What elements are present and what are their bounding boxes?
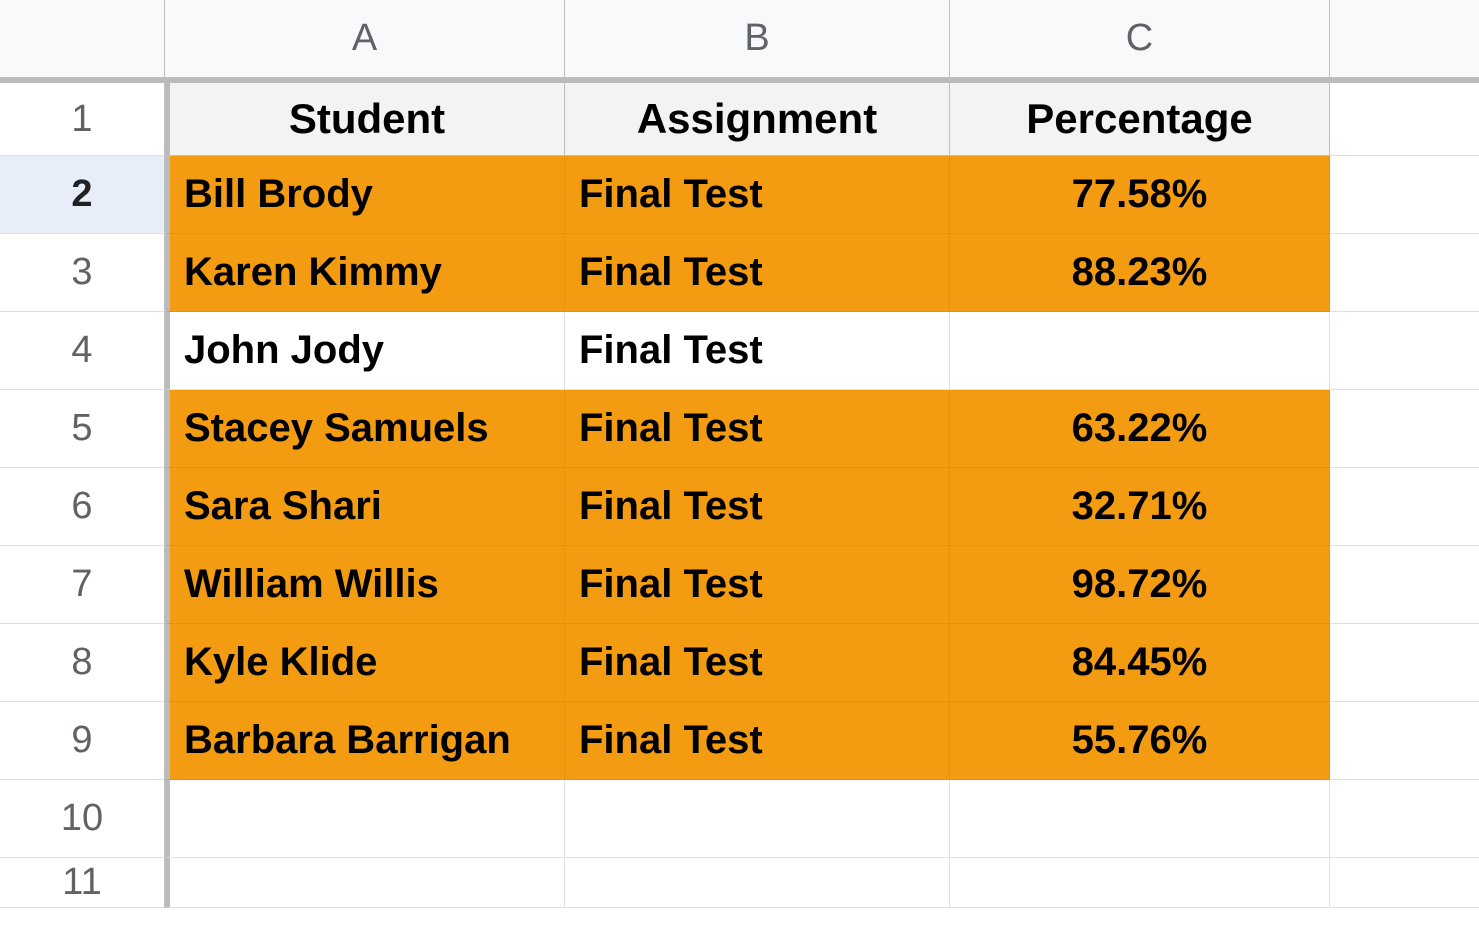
corner-cell[interactable] — [0, 0, 165, 78]
cell-B6[interactable]: Final Test — [565, 468, 950, 546]
cell-A11[interactable] — [165, 858, 565, 908]
cell-D5[interactable] — [1330, 390, 1479, 468]
cell-A2[interactable]: Bill Brody — [165, 156, 565, 234]
cell-C7[interactable]: 98.72% — [950, 546, 1330, 624]
cell-C10[interactable] — [950, 780, 1330, 858]
header-percentage[interactable]: Percentage — [950, 78, 1330, 156]
header-assignment[interactable]: Assignment — [565, 78, 950, 156]
cell-C6[interactable]: 32.71% — [950, 468, 1330, 546]
row-header-10[interactable]: 10 — [0, 780, 165, 858]
cell-D11[interactable] — [1330, 858, 1479, 908]
cell-A10[interactable] — [165, 780, 565, 858]
cell-A7[interactable]: William Willis — [165, 546, 565, 624]
cell-A6[interactable]: Sara Shari — [165, 468, 565, 546]
cell-B4[interactable]: Final Test — [565, 312, 950, 390]
row-header-4[interactable]: 4 — [0, 312, 165, 390]
column-header-D[interactable] — [1330, 0, 1479, 78]
cell-D6[interactable] — [1330, 468, 1479, 546]
cell-B10[interactable] — [565, 780, 950, 858]
cell-B5[interactable]: Final Test — [565, 390, 950, 468]
column-header-A[interactable]: A — [165, 0, 565, 78]
cell-B11[interactable] — [565, 858, 950, 908]
cell-C3[interactable]: 88.23% — [950, 234, 1330, 312]
cell-B9[interactable]: Final Test — [565, 702, 950, 780]
row-header-5[interactable]: 5 — [0, 390, 165, 468]
cell-D3[interactable] — [1330, 234, 1479, 312]
cell-D2[interactable] — [1330, 156, 1479, 234]
column-header-B[interactable]: B — [565, 0, 950, 78]
cell-A4[interactable]: John Jody — [165, 312, 565, 390]
cell-B7[interactable]: Final Test — [565, 546, 950, 624]
column-header-C[interactable]: C — [950, 0, 1330, 78]
row-header-3[interactable]: 3 — [0, 234, 165, 312]
cell-A5[interactable]: Stacey Samuels — [165, 390, 565, 468]
cell-D4[interactable] — [1330, 312, 1479, 390]
cell-D1[interactable] — [1330, 78, 1479, 156]
row-header-7[interactable]: 7 — [0, 546, 165, 624]
cell-D8[interactable] — [1330, 624, 1479, 702]
cell-A8[interactable]: Kyle Klide — [165, 624, 565, 702]
spreadsheet-grid: A B C 1 Student Assignment Percentage 2 … — [0, 0, 1479, 908]
row-header-1[interactable]: 1 — [0, 78, 165, 156]
cell-D7[interactable] — [1330, 546, 1479, 624]
row-header-9[interactable]: 9 — [0, 702, 165, 780]
cell-D9[interactable] — [1330, 702, 1479, 780]
cell-D10[interactable] — [1330, 780, 1479, 858]
row-header-6[interactable]: 6 — [0, 468, 165, 546]
cell-B8[interactable]: Final Test — [565, 624, 950, 702]
cell-B2[interactable]: Final Test — [565, 156, 950, 234]
row-header-8[interactable]: 8 — [0, 624, 165, 702]
cell-C8[interactable]: 84.45% — [950, 624, 1330, 702]
cell-C5[interactable]: 63.22% — [950, 390, 1330, 468]
cell-C2[interactable]: 77.58% — [950, 156, 1330, 234]
cell-B3[interactable]: Final Test — [565, 234, 950, 312]
cell-C9[interactable]: 55.76% — [950, 702, 1330, 780]
cell-A9[interactable]: Barbara Barrigan — [165, 702, 565, 780]
row-header-11[interactable]: 11 — [0, 858, 165, 908]
row-header-2[interactable]: 2 — [0, 156, 165, 234]
cell-C4[interactable] — [950, 312, 1330, 390]
cell-A3[interactable]: Karen Kimmy — [165, 234, 565, 312]
header-student[interactable]: Student — [165, 78, 565, 156]
cell-C11[interactable] — [950, 858, 1330, 908]
